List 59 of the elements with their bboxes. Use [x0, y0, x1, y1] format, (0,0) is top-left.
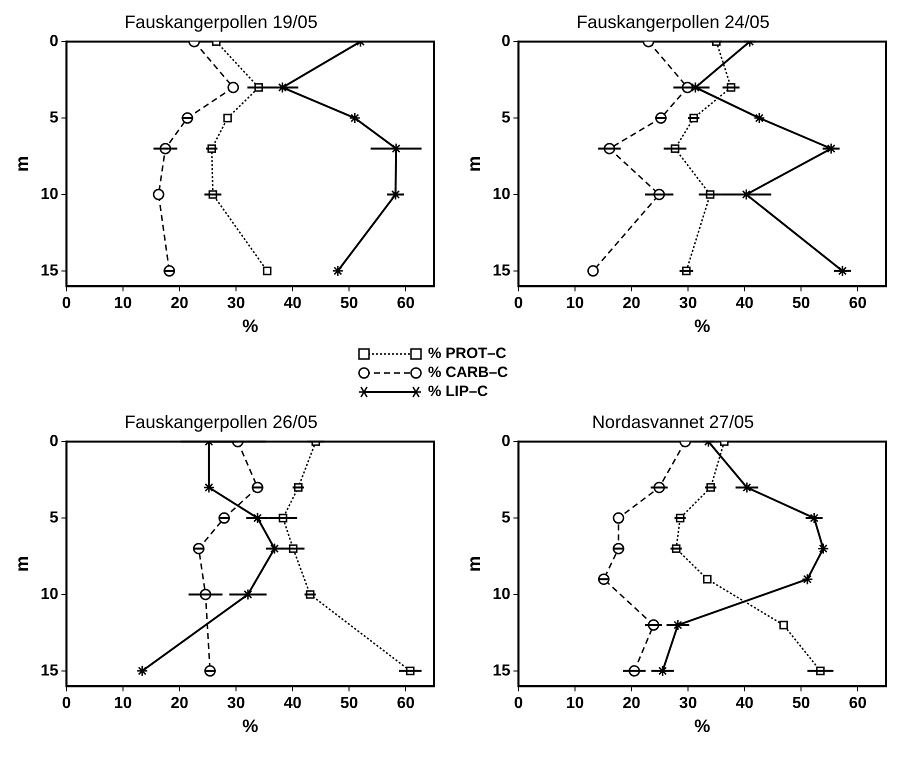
x-tick-label: 50: [792, 295, 810, 312]
x-axis-title: %: [694, 316, 710, 336]
y-axis-title: m: [464, 556, 484, 572]
y-tick-label: 10: [492, 586, 510, 603]
x-tick-label: 60: [848, 295, 867, 312]
y-tick-label: 0: [501, 33, 510, 50]
y-tick-label: 0: [49, 33, 58, 50]
y-tick-label: 5: [49, 509, 58, 526]
x-tick-label: 0: [514, 695, 523, 712]
chart-title: Fauskangerpollen 19/05: [124, 12, 318, 32]
x-tick-label: 0: [62, 295, 71, 312]
chart-title: Fauskangerpollen 24/05: [576, 12, 770, 32]
legend-label: % PROT–C: [428, 345, 506, 362]
x-tick-label: 40: [736, 695, 754, 712]
x-tick-label: 50: [340, 295, 358, 312]
y-tick-label: 15: [40, 262, 58, 280]
x-tick-label: 20: [622, 295, 641, 312]
y-tick-label: 5: [49, 109, 58, 126]
legend-label: % CARB–C: [428, 364, 508, 381]
x-tick-label: 20: [622, 695, 641, 712]
x-tick-label: 10: [566, 295, 584, 312]
y-tick-label: 15: [492, 662, 510, 680]
x-tick-label: 60: [848, 695, 867, 712]
x-tick-label: 60: [396, 295, 415, 312]
x-axis-title: %: [694, 716, 710, 736]
y-tick-label: 10: [492, 186, 510, 203]
x-tick-label: 0: [514, 295, 523, 312]
x-tick-label: 40: [284, 295, 302, 312]
chart-title: Nordasvannet 27/05: [592, 412, 754, 432]
chart-title: Fauskangerpollen 26/05: [124, 412, 318, 432]
y-tick-label: 5: [501, 509, 510, 526]
x-tick-label: 40: [284, 695, 302, 712]
x-tick-label: 50: [792, 695, 810, 712]
x-tick-label: 60: [396, 695, 415, 712]
x-tick-label: 0: [62, 695, 71, 712]
y-tick-label: 15: [40, 662, 58, 680]
y-tick-label: 0: [49, 433, 58, 450]
y-tick-label: 5: [501, 109, 510, 126]
x-axis-title: %: [242, 716, 258, 736]
y-axis-title: m: [12, 156, 32, 172]
x-tick-label: 10: [566, 695, 584, 712]
x-tick-label: 10: [114, 695, 132, 712]
y-axis-title: m: [12, 556, 32, 572]
x-tick-label: 20: [170, 695, 189, 712]
x-tick-label: 30: [227, 295, 246, 312]
x-axis-title: %: [242, 316, 258, 336]
y-tick-label: 10: [40, 586, 58, 603]
y-tick-label: 0: [501, 433, 510, 450]
legend-label: % LIP–C: [428, 383, 488, 400]
x-tick-label: 30: [679, 695, 698, 712]
y-tick-label: 15: [492, 262, 510, 280]
y-axis-title: m: [464, 156, 484, 172]
x-tick-label: 50: [340, 695, 358, 712]
x-tick-label: 30: [227, 695, 246, 712]
x-tick-label: 10: [114, 295, 132, 312]
y-tick-label: 10: [40, 186, 58, 203]
x-tick-label: 40: [736, 295, 754, 312]
x-tick-label: 20: [170, 295, 189, 312]
x-tick-label: 30: [679, 295, 698, 312]
